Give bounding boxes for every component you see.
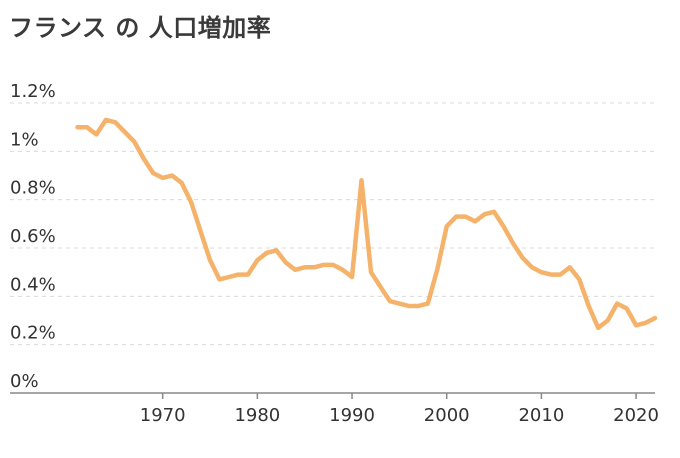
y-tick-label: 1% bbox=[10, 129, 39, 150]
x-axis-ticks bbox=[161, 393, 637, 399]
chart-title: フランス の 人口増加率 bbox=[9, 14, 272, 42]
x-tick-label: 1970 bbox=[140, 405, 186, 426]
y-axis-tick-labels: 0% 0.2% 0.4% 0.6% 0.8% 1% 1.2% bbox=[10, 81, 56, 392]
grid-lines bbox=[10, 102, 655, 346]
x-tick-label: 2000 bbox=[424, 405, 470, 426]
y-tick-label: 1.2% bbox=[10, 81, 56, 102]
x-axis-tick-labels: 1970 1980 1990 2000 2010 2020 bbox=[140, 405, 659, 426]
y-tick-label: 0% bbox=[10, 371, 39, 392]
x-tick-label: 2010 bbox=[518, 405, 564, 426]
x-tick-label: 1990 bbox=[329, 405, 375, 426]
y-tick-label: 0.2% bbox=[10, 323, 56, 344]
y-tick-label: 0.8% bbox=[10, 178, 56, 199]
series-line bbox=[75, 117, 658, 331]
y-tick-label: 0.4% bbox=[10, 274, 56, 295]
y-tick-label: 0.6% bbox=[10, 226, 56, 247]
x-tick-label: 2020 bbox=[613, 405, 659, 426]
x-tick-label: 1980 bbox=[234, 405, 280, 426]
